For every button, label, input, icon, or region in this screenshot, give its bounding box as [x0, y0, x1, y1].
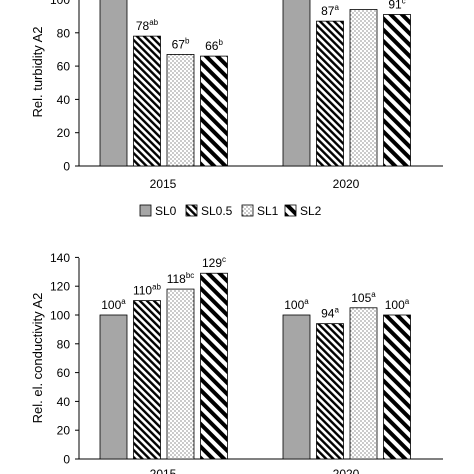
- panel-b-y-tick-label: 80: [57, 337, 71, 351]
- panel-b-y-tick-label: 100: [50, 309, 70, 323]
- panel-a-y-tick-label: 0: [63, 160, 70, 174]
- panel-b-data-label: 100a: [284, 297, 309, 312]
- panel-b-y-tick-label: 120: [50, 280, 70, 294]
- panel-a-bar-sl1-2020: [349, 9, 378, 167]
- panel-b-data-label: 118bc: [167, 271, 195, 286]
- chart-panel-a: Rel. turbidity A2 0 20 40 60 80 100 78ab 67b 66…: [30, 0, 443, 191]
- panel-b-bar-sl2-2020: [383, 314, 411, 460]
- legend: SL0 SL0.5 SL1 SL2: [139, 204, 322, 218]
- panel-a-data-label: 78ab: [136, 18, 159, 33]
- panel-b-bar-sl0-5-2020: [316, 323, 344, 460]
- panel-b-bar-sl0-2020: [282, 314, 311, 460]
- chart-panel-b: Rel. el. conductivity A2 0 20 40 60 80 100 120…: [30, 251, 443, 474]
- panel-a-data-label: 87a: [321, 3, 339, 18]
- panel-b-data-label: 129c: [202, 255, 226, 270]
- panel-a-bar-sl0-5-2020: [316, 20, 344, 167]
- panel-a-bar-sl0-5-2015: [133, 35, 161, 167]
- panel-a-bar-sl0-2020: [282, 0, 311, 167]
- panel-b-y-tick-label: 0: [63, 453, 70, 467]
- panel-b-category-2015: 2015: [150, 467, 177, 474]
- panel-a-data-label: 66b: [205, 38, 223, 53]
- panel-b-data-label: 110ab: [133, 283, 162, 298]
- panel-a-y-tick-label: 60: [57, 60, 71, 74]
- panel-a-data-label: 91c: [388, 0, 405, 11]
- panel-a-bar-sl0-2015: [99, 0, 128, 167]
- panel-b-y-tick-label: 140: [50, 251, 70, 265]
- panel-a-y-tick-label: 20: [57, 126, 71, 140]
- panel-b-y-tick-label: 40: [57, 395, 71, 409]
- panel-a-bar-sl1-2015: [166, 54, 195, 167]
- panel-b-data-label: 100a: [101, 297, 126, 312]
- panel-b-category-2020: 2020: [333, 467, 360, 474]
- panel-b-data-label: 105a: [351, 290, 376, 305]
- panel-a-y-tick-label: 80: [57, 26, 71, 40]
- panel-b-bar-sl1-2020: [349, 307, 378, 460]
- panel-b-y-axis-label: Rel. el. conductivity A2: [30, 293, 45, 424]
- legend-label-sl0: SL0: [155, 204, 177, 218]
- panel-b-y-tick-label: 20: [57, 424, 71, 438]
- panel-a-y-axis-label: Rel. turbidity A2: [30, 26, 45, 117]
- legend-label-sl1: SL1: [257, 204, 279, 218]
- panel-a-bar-sl2-2015: [200, 55, 228, 167]
- panel-b-data-label: 100a: [385, 297, 410, 312]
- legend-swatch-sl0: [139, 204, 152, 217]
- legend-swatch-sl0-5: [185, 204, 198, 217]
- panel-a-data-label: 67b: [172, 36, 190, 51]
- legend-label-sl0-5: SL0.5: [201, 204, 233, 218]
- panel-b-bar-sl1-2015: [166, 288, 195, 460]
- panel-b-bar-sl0-5-2015: [133, 300, 161, 460]
- panel-b-bar-sl2-2015: [200, 272, 228, 460]
- panel-b-bar-sl0-2015: [99, 314, 128, 460]
- panel-a-bar-sl2-2020: [383, 14, 411, 167]
- legend-label-sl2: SL2: [300, 204, 322, 218]
- panel-a-y-tick-label: 100: [50, 0, 70, 7]
- legend-swatch-sl2: [284, 204, 297, 217]
- panel-a-category-2020: 2020: [333, 177, 360, 191]
- panel-a-category-2015: 2015: [150, 177, 177, 191]
- panel-b-data-label: 94a: [321, 306, 339, 321]
- panel-b-y-tick-label: 60: [57, 366, 71, 380]
- legend-swatch-sl1: [241, 204, 254, 217]
- panel-a-y-tick-label: 40: [57, 93, 71, 107]
